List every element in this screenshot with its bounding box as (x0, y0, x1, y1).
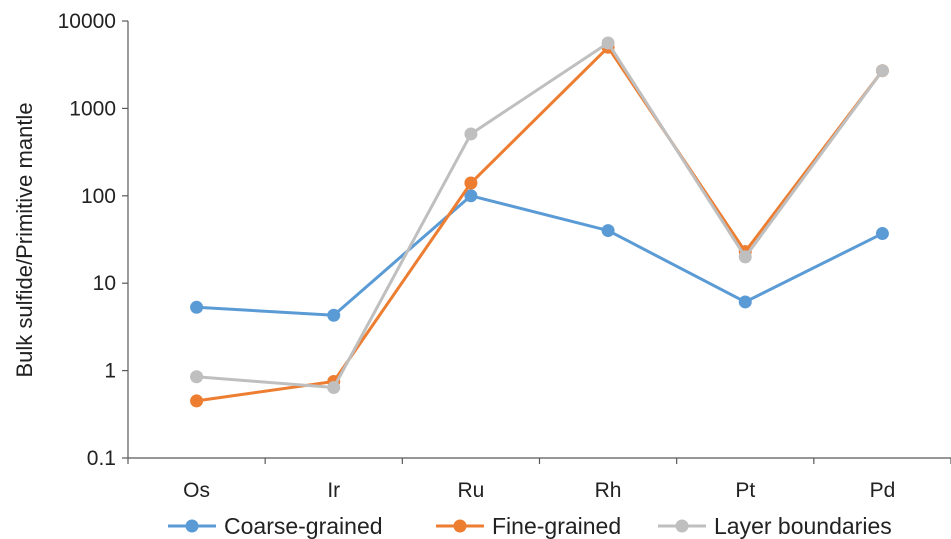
data-point-fine-grained (464, 176, 478, 190)
series-line-layer-boundaries (196, 41, 884, 390)
data-point-layer-boundaries (738, 250, 752, 264)
data-point-coarse-grained (601, 224, 615, 238)
legend-label-fine-grained: Fine-grained (492, 513, 621, 539)
data-point-coarse-grained (464, 189, 478, 203)
data-point-fine-grained (190, 394, 204, 408)
legend: Coarse-grained Fine-grained Layer boundari… (168, 513, 892, 539)
data-point-layer-boundaries (464, 127, 478, 141)
series-line-fine-grained (196, 45, 884, 403)
legend-marker-layer-boundaries (675, 519, 689, 533)
y-tick-label: 10000 (58, 10, 116, 33)
x-axis: Os Ir Ru Rh Pt Pd (127, 457, 951, 502)
y-tick-label: 10 (93, 272, 116, 295)
x-tick-label: Ir (327, 479, 340, 502)
legend-marker-coarse-grained (185, 519, 199, 533)
x-tick-label: Pd (870, 479, 896, 502)
data-point-coarse-grained (327, 308, 341, 322)
plot-series (190, 36, 889, 408)
data-point-layer-boundaries (601, 36, 615, 50)
data-point-layer-boundaries (327, 381, 341, 395)
y-axis-title: Bulk sulfide/Primitive mantle (12, 102, 37, 377)
x-tick-label: Pt (735, 479, 755, 502)
y-tick-label: 1000 (69, 97, 116, 120)
y-tick-label: 0.1 (87, 447, 116, 470)
x-tick-label: Os (183, 479, 210, 502)
legend-label-coarse-grained: Coarse-grained (224, 513, 383, 539)
legend-label-layer-boundaries: Layer boundaries (714, 513, 892, 539)
data-point-coarse-grained (738, 295, 752, 309)
data-point-layer-boundaries (875, 64, 889, 78)
series-line-coarse-grained (196, 194, 884, 317)
data-point-coarse-grained (190, 300, 204, 314)
data-point-coarse-grained (875, 227, 889, 241)
legend-marker-fine-grained (453, 519, 467, 533)
y-tick-label: 100 (81, 185, 116, 208)
data-point-layer-boundaries (190, 370, 204, 384)
y-tick-label: 1 (104, 360, 116, 383)
x-tick-label: Ru (457, 479, 484, 502)
x-tick-label: Rh (595, 479, 622, 502)
y-axis: 0.1 1 10 100 1000 10000 (58, 10, 129, 470)
